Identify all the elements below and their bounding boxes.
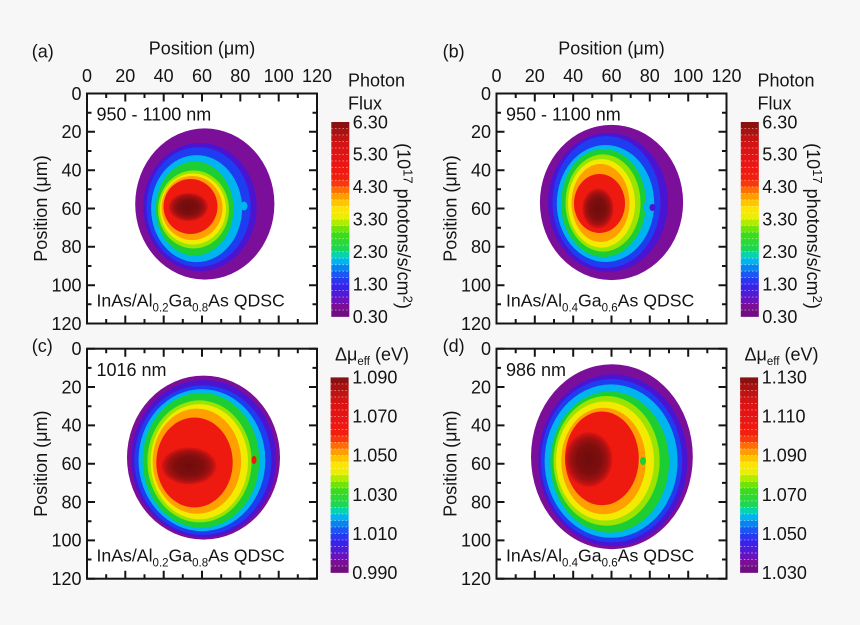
- svg-text:60: 60: [61, 454, 81, 474]
- svg-text:6.30: 6.30: [762, 112, 797, 132]
- svg-text:Photon: Photon: [348, 71, 405, 91]
- svg-text:1.010: 1.010: [352, 524, 397, 544]
- svg-text:Δμeff (eV): Δμeff (eV): [745, 345, 819, 369]
- svg-text:2.30: 2.30: [762, 242, 797, 262]
- svg-text:(a): (a): [32, 42, 54, 62]
- svg-text:0.30: 0.30: [762, 307, 797, 327]
- svg-text:60: 60: [61, 199, 81, 219]
- svg-text:1.030: 1.030: [352, 485, 397, 505]
- svg-text:40: 40: [61, 416, 81, 436]
- svg-text:Position (μm): Position (μm): [149, 39, 255, 59]
- svg-text:1.30: 1.30: [762, 274, 797, 294]
- svg-text:1016 nm: 1016 nm: [97, 360, 167, 380]
- svg-text:1.30: 1.30: [353, 274, 388, 294]
- svg-text:120: 120: [51, 314, 81, 334]
- svg-text:80: 80: [61, 237, 81, 257]
- svg-text:80: 80: [640, 66, 660, 86]
- svg-text:40: 40: [471, 161, 491, 181]
- svg-text:Position (μm): Position (μm): [31, 155, 51, 261]
- svg-text:80: 80: [471, 492, 491, 512]
- svg-text:1.090: 1.090: [352, 368, 397, 388]
- svg-text:(b): (b): [443, 42, 465, 62]
- svg-text:40: 40: [61, 161, 81, 181]
- svg-text:40: 40: [471, 416, 491, 436]
- svg-text:Position (μm): Position (μm): [440, 410, 460, 516]
- svg-text:1.050: 1.050: [762, 524, 807, 544]
- svg-text:2.30: 2.30: [353, 242, 388, 262]
- svg-text:InAs/Al0.2Ga0.8As QDSC: InAs/Al0.2Ga0.8As QDSC: [97, 546, 286, 570]
- svg-text:1.050: 1.050: [352, 446, 397, 466]
- svg-text:20: 20: [115, 66, 135, 86]
- svg-text:(d): (d): [443, 336, 465, 356]
- svg-text:20: 20: [525, 66, 545, 86]
- svg-text:60: 60: [601, 66, 621, 86]
- svg-text:(1017 photons/s/cm2): (1017 photons/s/cm2): [803, 143, 825, 309]
- svg-text:20: 20: [61, 377, 81, 397]
- svg-text:100: 100: [51, 276, 81, 296]
- svg-text:InAs/Al0.4Ga0.6As QDSC: InAs/Al0.4Ga0.6As QDSC: [506, 546, 695, 570]
- svg-text:120: 120: [51, 569, 81, 589]
- svg-text:Photon: Photon: [758, 71, 815, 91]
- svg-text:120: 120: [302, 66, 332, 86]
- svg-text:(1017 photons/s/cm2): (1017 photons/s/cm2): [394, 143, 416, 309]
- svg-text:1.070: 1.070: [762, 485, 807, 505]
- svg-text:1.130: 1.130: [762, 368, 807, 388]
- svg-text:1.030: 1.030: [762, 563, 807, 583]
- svg-text:100: 100: [51, 531, 81, 551]
- svg-text:0: 0: [491, 66, 501, 86]
- svg-text:5.30: 5.30: [353, 145, 388, 165]
- svg-text:3.30: 3.30: [762, 210, 797, 230]
- svg-text:Flux: Flux: [758, 94, 792, 114]
- svg-text:4.30: 4.30: [762, 177, 797, 197]
- svg-text:0: 0: [481, 339, 491, 359]
- svg-text:0: 0: [71, 339, 81, 359]
- svg-text:Flux: Flux: [348, 94, 382, 114]
- svg-text:80: 80: [471, 237, 491, 257]
- svg-text:100: 100: [461, 276, 491, 296]
- svg-text:0: 0: [82, 66, 92, 86]
- svg-text:5.30: 5.30: [762, 145, 797, 165]
- svg-text:0.30: 0.30: [353, 307, 388, 327]
- svg-text:Δμeff (eV): Δμeff (eV): [335, 345, 409, 369]
- svg-text:100: 100: [673, 66, 703, 86]
- svg-text:0.990: 0.990: [352, 563, 397, 583]
- svg-text:950 - 1100 nm: 950 - 1100 nm: [97, 105, 212, 125]
- svg-text:1.090: 1.090: [762, 446, 807, 466]
- svg-text:80: 80: [61, 492, 81, 512]
- svg-text:0: 0: [71, 84, 81, 104]
- svg-text:40: 40: [154, 66, 174, 86]
- svg-text:Position (μm): Position (μm): [31, 410, 51, 516]
- svg-text:(c): (c): [32, 336, 53, 356]
- svg-text:20: 20: [61, 122, 81, 142]
- svg-text:100: 100: [461, 531, 491, 551]
- svg-text:986 nm: 986 nm: [506, 360, 566, 380]
- svg-text:0: 0: [481, 84, 491, 104]
- svg-text:80: 80: [230, 66, 250, 86]
- svg-text:100: 100: [264, 66, 294, 86]
- svg-text:60: 60: [471, 199, 491, 219]
- svg-text:3.30: 3.30: [353, 210, 388, 230]
- svg-text:4.30: 4.30: [353, 177, 388, 197]
- svg-text:20: 20: [471, 122, 491, 142]
- svg-text:60: 60: [192, 66, 212, 86]
- svg-text:120: 120: [711, 66, 741, 86]
- svg-text:1.110: 1.110: [762, 407, 806, 427]
- svg-text:60: 60: [471, 454, 491, 474]
- svg-text:Position (μm): Position (μm): [440, 155, 460, 261]
- svg-text:950 - 1100 nm: 950 - 1100 nm: [506, 105, 621, 125]
- svg-text:120: 120: [461, 314, 491, 334]
- svg-text:6.30: 6.30: [353, 112, 388, 132]
- svg-text:Position (μm): Position (μm): [558, 39, 664, 59]
- svg-text:120: 120: [461, 569, 491, 589]
- svg-text:40: 40: [563, 66, 583, 86]
- svg-text:20: 20: [471, 377, 491, 397]
- svg-text:1.070: 1.070: [352, 407, 397, 427]
